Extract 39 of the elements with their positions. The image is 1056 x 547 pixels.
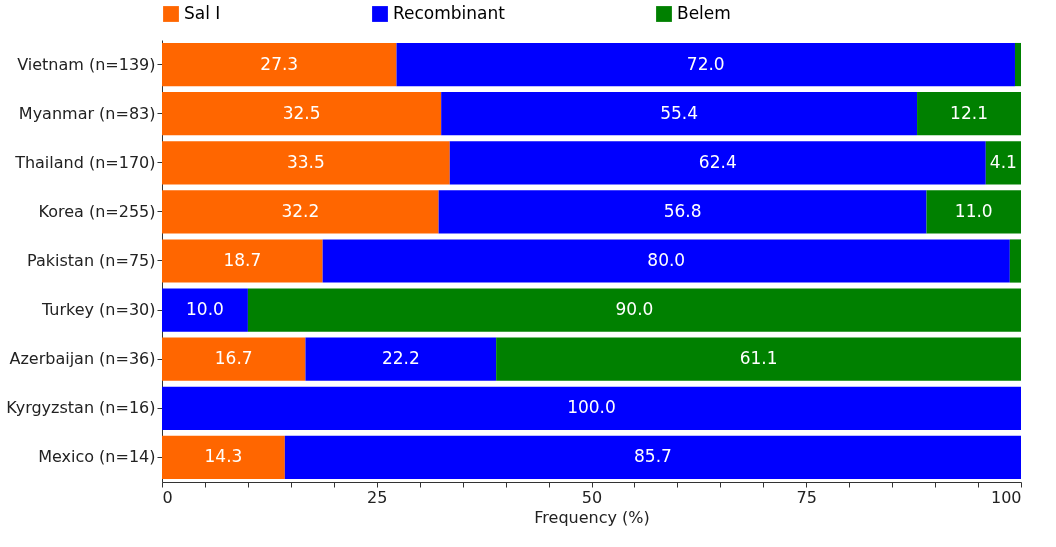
y-tick-label: Thailand (n=170) [14, 152, 156, 172]
data-label: 61.1 [739, 348, 778, 369]
data-label: 18.7 [223, 250, 262, 270]
x-tick-label: 0 [162, 487, 173, 507]
data-label: 22.2 [381, 348, 420, 369]
x-tick-label: 25 [367, 487, 388, 507]
data-label: 72.0 [686, 53, 725, 74]
data-label: 56.8 [663, 200, 702, 221]
x-tick-label: 75 [796, 487, 817, 507]
legend-label: Sal I [184, 3, 221, 23]
y-tick-label: Kyrgyzstan (n=16) [6, 398, 156, 418]
data-label: 100.0 [567, 397, 616, 418]
data-label: 4.1 [989, 151, 1017, 172]
data-label: 32.5 [282, 102, 321, 123]
data-label: 80.0 [647, 250, 686, 270]
data-label: 55.4 [660, 102, 699, 123]
data-label: 12.1 [950, 102, 988, 123]
y-tick-label: Azerbaijan (n=36) [9, 349, 156, 369]
legend-label: Recombinant [393, 3, 506, 23]
x-tick-label: 100 [990, 487, 1022, 507]
data-label: 11.0 [954, 200, 993, 221]
y-tick-label: Turkey (n=30) [40, 300, 156, 320]
data-label: 14.3 [204, 446, 243, 467]
data-label: 10.0 [186, 299, 224, 320]
y-tick-label: Korea (n=255) [38, 201, 156, 221]
data-label: 62.4 [698, 151, 737, 172]
x-axis-title: Frequency (%) [534, 507, 650, 527]
y-tick-label: Myanmar (n=83) [18, 103, 156, 123]
y-tick-label: Mexico (n=14) [38, 447, 156, 467]
data-label: 33.5 [286, 151, 325, 172]
data-label: 32.2 [281, 200, 320, 221]
legend-label: Belem [677, 3, 731, 23]
data-label: 27.3 [260, 53, 299, 74]
y-tick-label: Pakistan (n=75) [27, 251, 156, 270]
y-tick-label: Vietnam (n=139) [17, 54, 156, 74]
data-label: 16.7 [214, 348, 253, 369]
data-label: 85.7 [633, 446, 672, 467]
data-label: 90.0 [615, 299, 654, 320]
x-tick-label: 50 [581, 487, 603, 507]
